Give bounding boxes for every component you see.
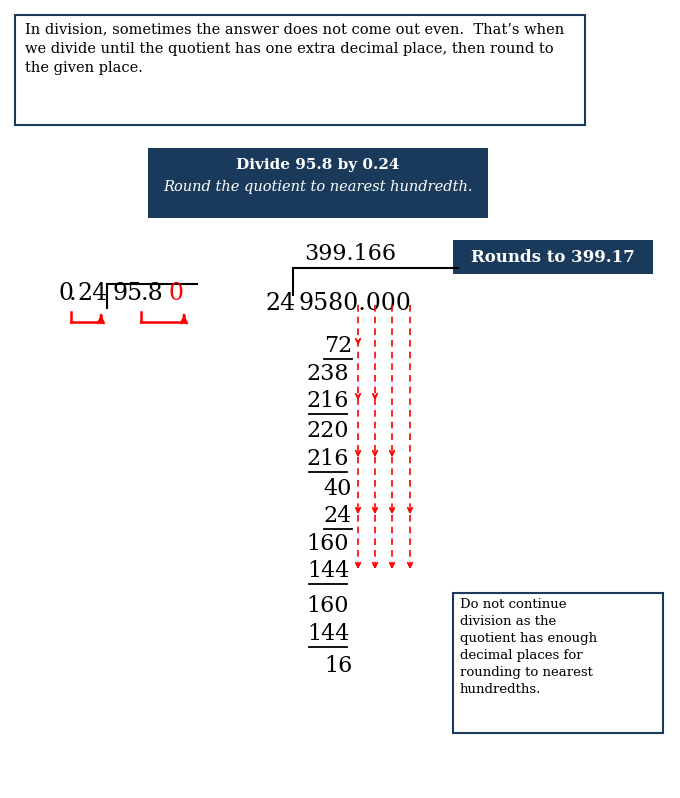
Text: 16: 16 [324, 655, 352, 677]
Text: 24: 24 [77, 282, 107, 305]
Text: Round the quotient to nearest hundredth.: Round the quotient to nearest hundredth. [163, 180, 473, 194]
Text: 220: 220 [307, 420, 350, 442]
Text: 40: 40 [324, 478, 352, 500]
FancyBboxPatch shape [453, 240, 653, 274]
Text: 399.166: 399.166 [304, 243, 396, 265]
Text: In division, sometimes the answer does not come out even.  That’s when
we divide: In division, sometimes the answer does n… [25, 22, 564, 75]
Text: .: . [69, 282, 77, 305]
Text: 0: 0 [169, 282, 184, 305]
Text: 144: 144 [307, 623, 350, 645]
Text: 238: 238 [307, 363, 350, 385]
Text: 72: 72 [324, 335, 352, 357]
FancyBboxPatch shape [453, 593, 663, 733]
Text: 216: 216 [307, 448, 350, 470]
Text: 160: 160 [307, 533, 350, 555]
Text: 24: 24 [324, 505, 352, 527]
Text: .8: .8 [141, 282, 164, 305]
FancyBboxPatch shape [15, 15, 585, 125]
FancyBboxPatch shape [148, 148, 488, 218]
Text: Do not continue
division as the
quotient has enough
decimal places for
rounding : Do not continue division as the quotient… [460, 598, 597, 696]
Text: 216: 216 [307, 390, 350, 412]
Text: Rounds to 399.17: Rounds to 399.17 [471, 248, 635, 266]
Text: 160: 160 [307, 595, 350, 617]
Text: 24: 24 [265, 292, 295, 315]
Text: 95: 95 [113, 282, 143, 305]
Text: 0: 0 [58, 282, 73, 305]
Text: 9580.000: 9580.000 [298, 292, 411, 315]
Text: 144: 144 [307, 560, 350, 582]
Text: Divide 95.8 by 0.24: Divide 95.8 by 0.24 [236, 158, 400, 172]
